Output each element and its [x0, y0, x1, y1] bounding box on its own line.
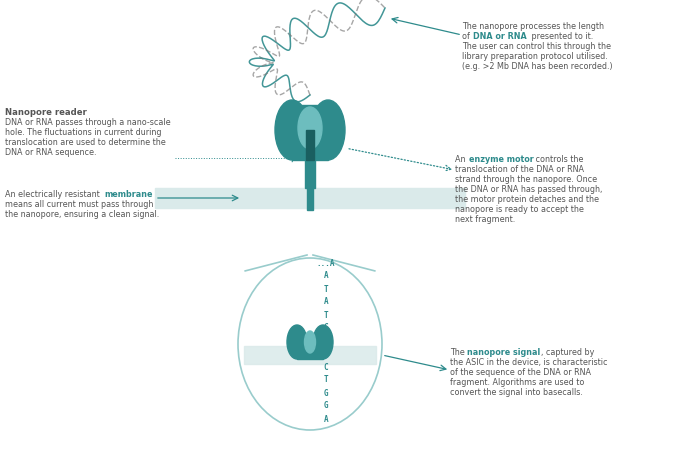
Text: Nanopore reader: Nanopore reader: [5, 108, 87, 117]
Ellipse shape: [298, 107, 322, 149]
Text: convert the signal into basecalls.: convert the signal into basecalls.: [450, 388, 583, 397]
Text: G: G: [323, 350, 328, 358]
Ellipse shape: [305, 331, 316, 353]
Text: of: of: [462, 32, 473, 41]
Text: T: T: [323, 376, 328, 385]
Text: translocation are used to determine the: translocation are used to determine the: [5, 138, 166, 147]
Bar: [297, 337, 323, 359]
Text: T: T: [323, 310, 328, 319]
Text: DNA or RNA: DNA or RNA: [473, 32, 527, 41]
Bar: [307, 165, 313, 210]
Text: The user can control this through the: The user can control this through the: [462, 42, 611, 51]
Text: library preparation protocol utilised.: library preparation protocol utilised.: [462, 52, 608, 61]
Text: presented to it.: presented to it.: [529, 32, 593, 41]
Text: DNA or RNA sequence.: DNA or RNA sequence.: [5, 148, 96, 157]
Ellipse shape: [287, 325, 307, 359]
Text: G: G: [323, 389, 328, 397]
Bar: [244, 346, 376, 364]
Text: A: A: [323, 414, 328, 424]
Text: (e.g. >2 Mb DNA has been recorded.): (e.g. >2 Mb DNA has been recorded.): [462, 62, 613, 71]
Ellipse shape: [311, 100, 345, 160]
Text: A: A: [323, 271, 328, 280]
Text: The: The: [450, 348, 467, 357]
Ellipse shape: [238, 258, 382, 430]
Bar: [306, 130, 314, 160]
Ellipse shape: [275, 100, 309, 160]
Ellipse shape: [313, 325, 333, 359]
Bar: [292, 105, 328, 160]
Text: DNA or RNA passes through a nano-scale: DNA or RNA passes through a nano-scale: [5, 118, 171, 127]
Text: The nanopore processes the length: The nanopore processes the length: [462, 22, 604, 31]
Text: A: A: [323, 337, 328, 346]
Text: the motor protein detaches and the: the motor protein detaches and the: [455, 195, 599, 204]
Text: the ASIC in the device, is characteristic: the ASIC in the device, is characteristi…: [450, 358, 607, 367]
Text: , captured by: , captured by: [541, 348, 594, 357]
Text: An electrically resistant: An electrically resistant: [5, 190, 102, 199]
Text: controls the: controls the: [533, 155, 584, 164]
Text: nanopore signal: nanopore signal: [467, 348, 540, 357]
Text: An: An: [455, 155, 468, 164]
Text: hole. The fluctuations in current during: hole. The fluctuations in current during: [5, 128, 162, 137]
Text: C: C: [323, 362, 328, 371]
Text: ...A: ...A: [316, 259, 335, 268]
Text: strand through the nanopore. Once: strand through the nanopore. Once: [455, 175, 597, 184]
Text: means all current must pass through: means all current must pass through: [5, 200, 153, 209]
Text: T: T: [323, 284, 328, 294]
Text: of the sequence of the DNA or RNA: of the sequence of the DNA or RNA: [450, 368, 591, 377]
Text: next fragment.: next fragment.: [455, 215, 515, 224]
Text: the DNA or RNA has passed through,: the DNA or RNA has passed through,: [455, 185, 602, 194]
Bar: [155, 188, 465, 208]
Text: fragment. Algorithms are used to: fragment. Algorithms are used to: [450, 378, 584, 387]
Text: G: G: [323, 401, 328, 410]
Bar: [305, 158, 315, 188]
Text: the nanopore, ensuring a clean signal.: the nanopore, ensuring a clean signal.: [5, 210, 159, 219]
Text: C: C: [323, 323, 328, 333]
Text: translocation of the DNA or RNA: translocation of the DNA or RNA: [455, 165, 584, 174]
Text: nanopore is ready to accept the: nanopore is ready to accept the: [455, 205, 584, 214]
Text: membrane: membrane: [104, 190, 153, 199]
Text: A: A: [323, 298, 328, 307]
Text: enzyme motor: enzyme motor: [469, 155, 534, 164]
